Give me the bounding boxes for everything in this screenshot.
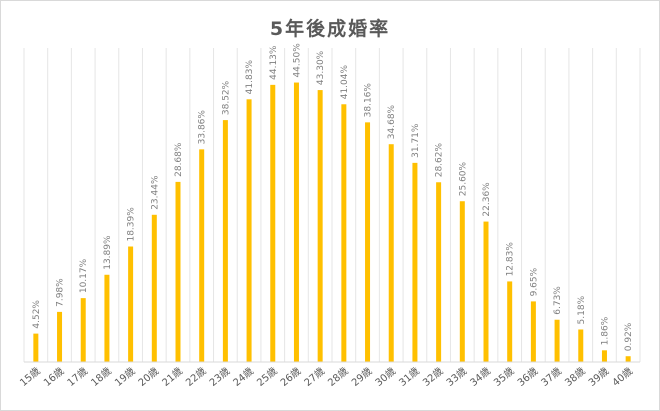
data-label-29歳: 38.16% bbox=[364, 83, 374, 118]
category-label-17歳: 17歳 bbox=[65, 365, 90, 389]
category-label-35歳: 35歳 bbox=[491, 365, 516, 389]
bar-38歳 bbox=[578, 329, 584, 362]
data-label-18歳: 13.89% bbox=[103, 235, 113, 270]
data-label-20歳: 23.44% bbox=[150, 175, 160, 210]
data-label-26歳: 44.50% bbox=[292, 43, 302, 78]
category-label-28歳: 28歳 bbox=[326, 365, 351, 389]
data-label-31歳: 31.71% bbox=[411, 123, 421, 158]
bar-34歳 bbox=[483, 221, 489, 362]
category-labels: 15歳 16歳 17歳 18歳 19歳 20歳 21歳 22歳 23歳 24歳 25歳 26歳 27歳 2… bbox=[18, 365, 635, 389]
category-label-36歳: 36歳 bbox=[515, 365, 540, 389]
data-label-33歳: 25.60% bbox=[458, 161, 468, 196]
data-label-21歳: 28.68% bbox=[174, 142, 184, 177]
bar-28歳 bbox=[341, 104, 347, 362]
data-label-19歳: 18.39% bbox=[127, 207, 137, 242]
category-label-38歳: 38歳 bbox=[563, 365, 588, 389]
category-label-37歳: 37歳 bbox=[539, 365, 564, 389]
data-label-38歳: 5.18% bbox=[577, 295, 587, 324]
bar-31歳 bbox=[412, 162, 418, 362]
category-label-22歳: 22歳 bbox=[183, 365, 208, 389]
data-label-40歳: 0.92% bbox=[624, 322, 634, 351]
category-label-29歳: 29歳 bbox=[349, 365, 374, 389]
data-label-32歳: 28.62% bbox=[435, 143, 445, 178]
data-label-23歳: 38.52% bbox=[221, 80, 231, 115]
category-label-15歳: 15歳 bbox=[18, 365, 43, 389]
bar-30歳 bbox=[388, 144, 394, 362]
category-label-21歳: 21歳 bbox=[160, 365, 185, 389]
bar-35歳 bbox=[507, 281, 513, 362]
data-label-35歳: 12.83% bbox=[506, 242, 516, 277]
data-label-39歳: 1.86% bbox=[600, 316, 610, 345]
bar-40歳 bbox=[625, 356, 631, 362]
data-label-37歳: 6.73% bbox=[553, 286, 563, 315]
bar-29歳 bbox=[365, 122, 371, 363]
bars bbox=[33, 82, 631, 363]
bar-36歳 bbox=[530, 301, 536, 362]
bar-22歳 bbox=[199, 149, 205, 362]
data-label-22歳: 33.86% bbox=[198, 110, 208, 145]
bar-20歳 bbox=[151, 214, 157, 362]
gridlines bbox=[23, 48, 641, 362]
data-label-34歳: 22.36% bbox=[482, 182, 492, 217]
category-label-18歳: 18歳 bbox=[89, 365, 114, 389]
category-label-25歳: 25歳 bbox=[255, 365, 280, 389]
category-label-16歳: 16歳 bbox=[41, 365, 66, 389]
category-label-27歳: 27歳 bbox=[302, 365, 327, 389]
data-label-28歳: 41.04% bbox=[340, 65, 350, 100]
chart-title: 5年後成婚率 bbox=[269, 18, 391, 40]
bar-16歳 bbox=[57, 311, 63, 362]
bar-24歳 bbox=[246, 99, 252, 362]
bar-39歳 bbox=[601, 350, 607, 362]
bar-26歳 bbox=[293, 82, 299, 362]
category-label-30歳: 30歳 bbox=[373, 365, 398, 389]
category-label-34歳: 34歳 bbox=[468, 365, 493, 389]
category-label-20歳: 20歳 bbox=[136, 365, 161, 389]
bar-15歳 bbox=[33, 333, 39, 362]
bar-23歳 bbox=[222, 120, 228, 363]
data-label-25歳: 44.13% bbox=[269, 45, 279, 80]
category-label-32歳: 32歳 bbox=[420, 365, 445, 389]
category-label-24歳: 24歳 bbox=[231, 365, 256, 389]
data-label-16歳: 7.98% bbox=[56, 278, 66, 307]
category-label-40歳: 40歳 bbox=[610, 365, 635, 389]
bar-37歳 bbox=[554, 319, 560, 362]
bar-27歳 bbox=[317, 90, 323, 363]
bar-32歳 bbox=[436, 182, 442, 362]
data-label-27歳: 43.30% bbox=[316, 50, 326, 85]
data-label-36歳: 9.65% bbox=[529, 267, 539, 296]
category-label-19歳: 19歳 bbox=[112, 365, 137, 389]
bar-25歳 bbox=[270, 84, 276, 363]
data-label-24歳: 41.83% bbox=[245, 60, 255, 95]
bar-17歳 bbox=[80, 298, 86, 362]
bar-18歳 bbox=[104, 274, 110, 362]
bar-19歳 bbox=[128, 246, 134, 362]
category-label-26歳: 26歳 bbox=[278, 365, 303, 389]
data-labels: 4.52% 7.98% 10.17% 13.89% 18.39% 23.44% 28.68%… bbox=[32, 43, 634, 351]
category-label-39歳: 39歳 bbox=[586, 365, 611, 389]
category-label-23歳: 23歳 bbox=[207, 365, 232, 389]
data-label-17歳: 10.17% bbox=[79, 258, 89, 293]
bar-33歳 bbox=[459, 201, 465, 362]
data-label-15歳: 4.52% bbox=[32, 300, 42, 329]
bar-21歳 bbox=[175, 181, 181, 362]
category-label-33歳: 33歳 bbox=[444, 365, 469, 389]
data-label-30歳: 34.68% bbox=[387, 104, 397, 139]
category-label-31歳: 31歳 bbox=[397, 365, 422, 389]
